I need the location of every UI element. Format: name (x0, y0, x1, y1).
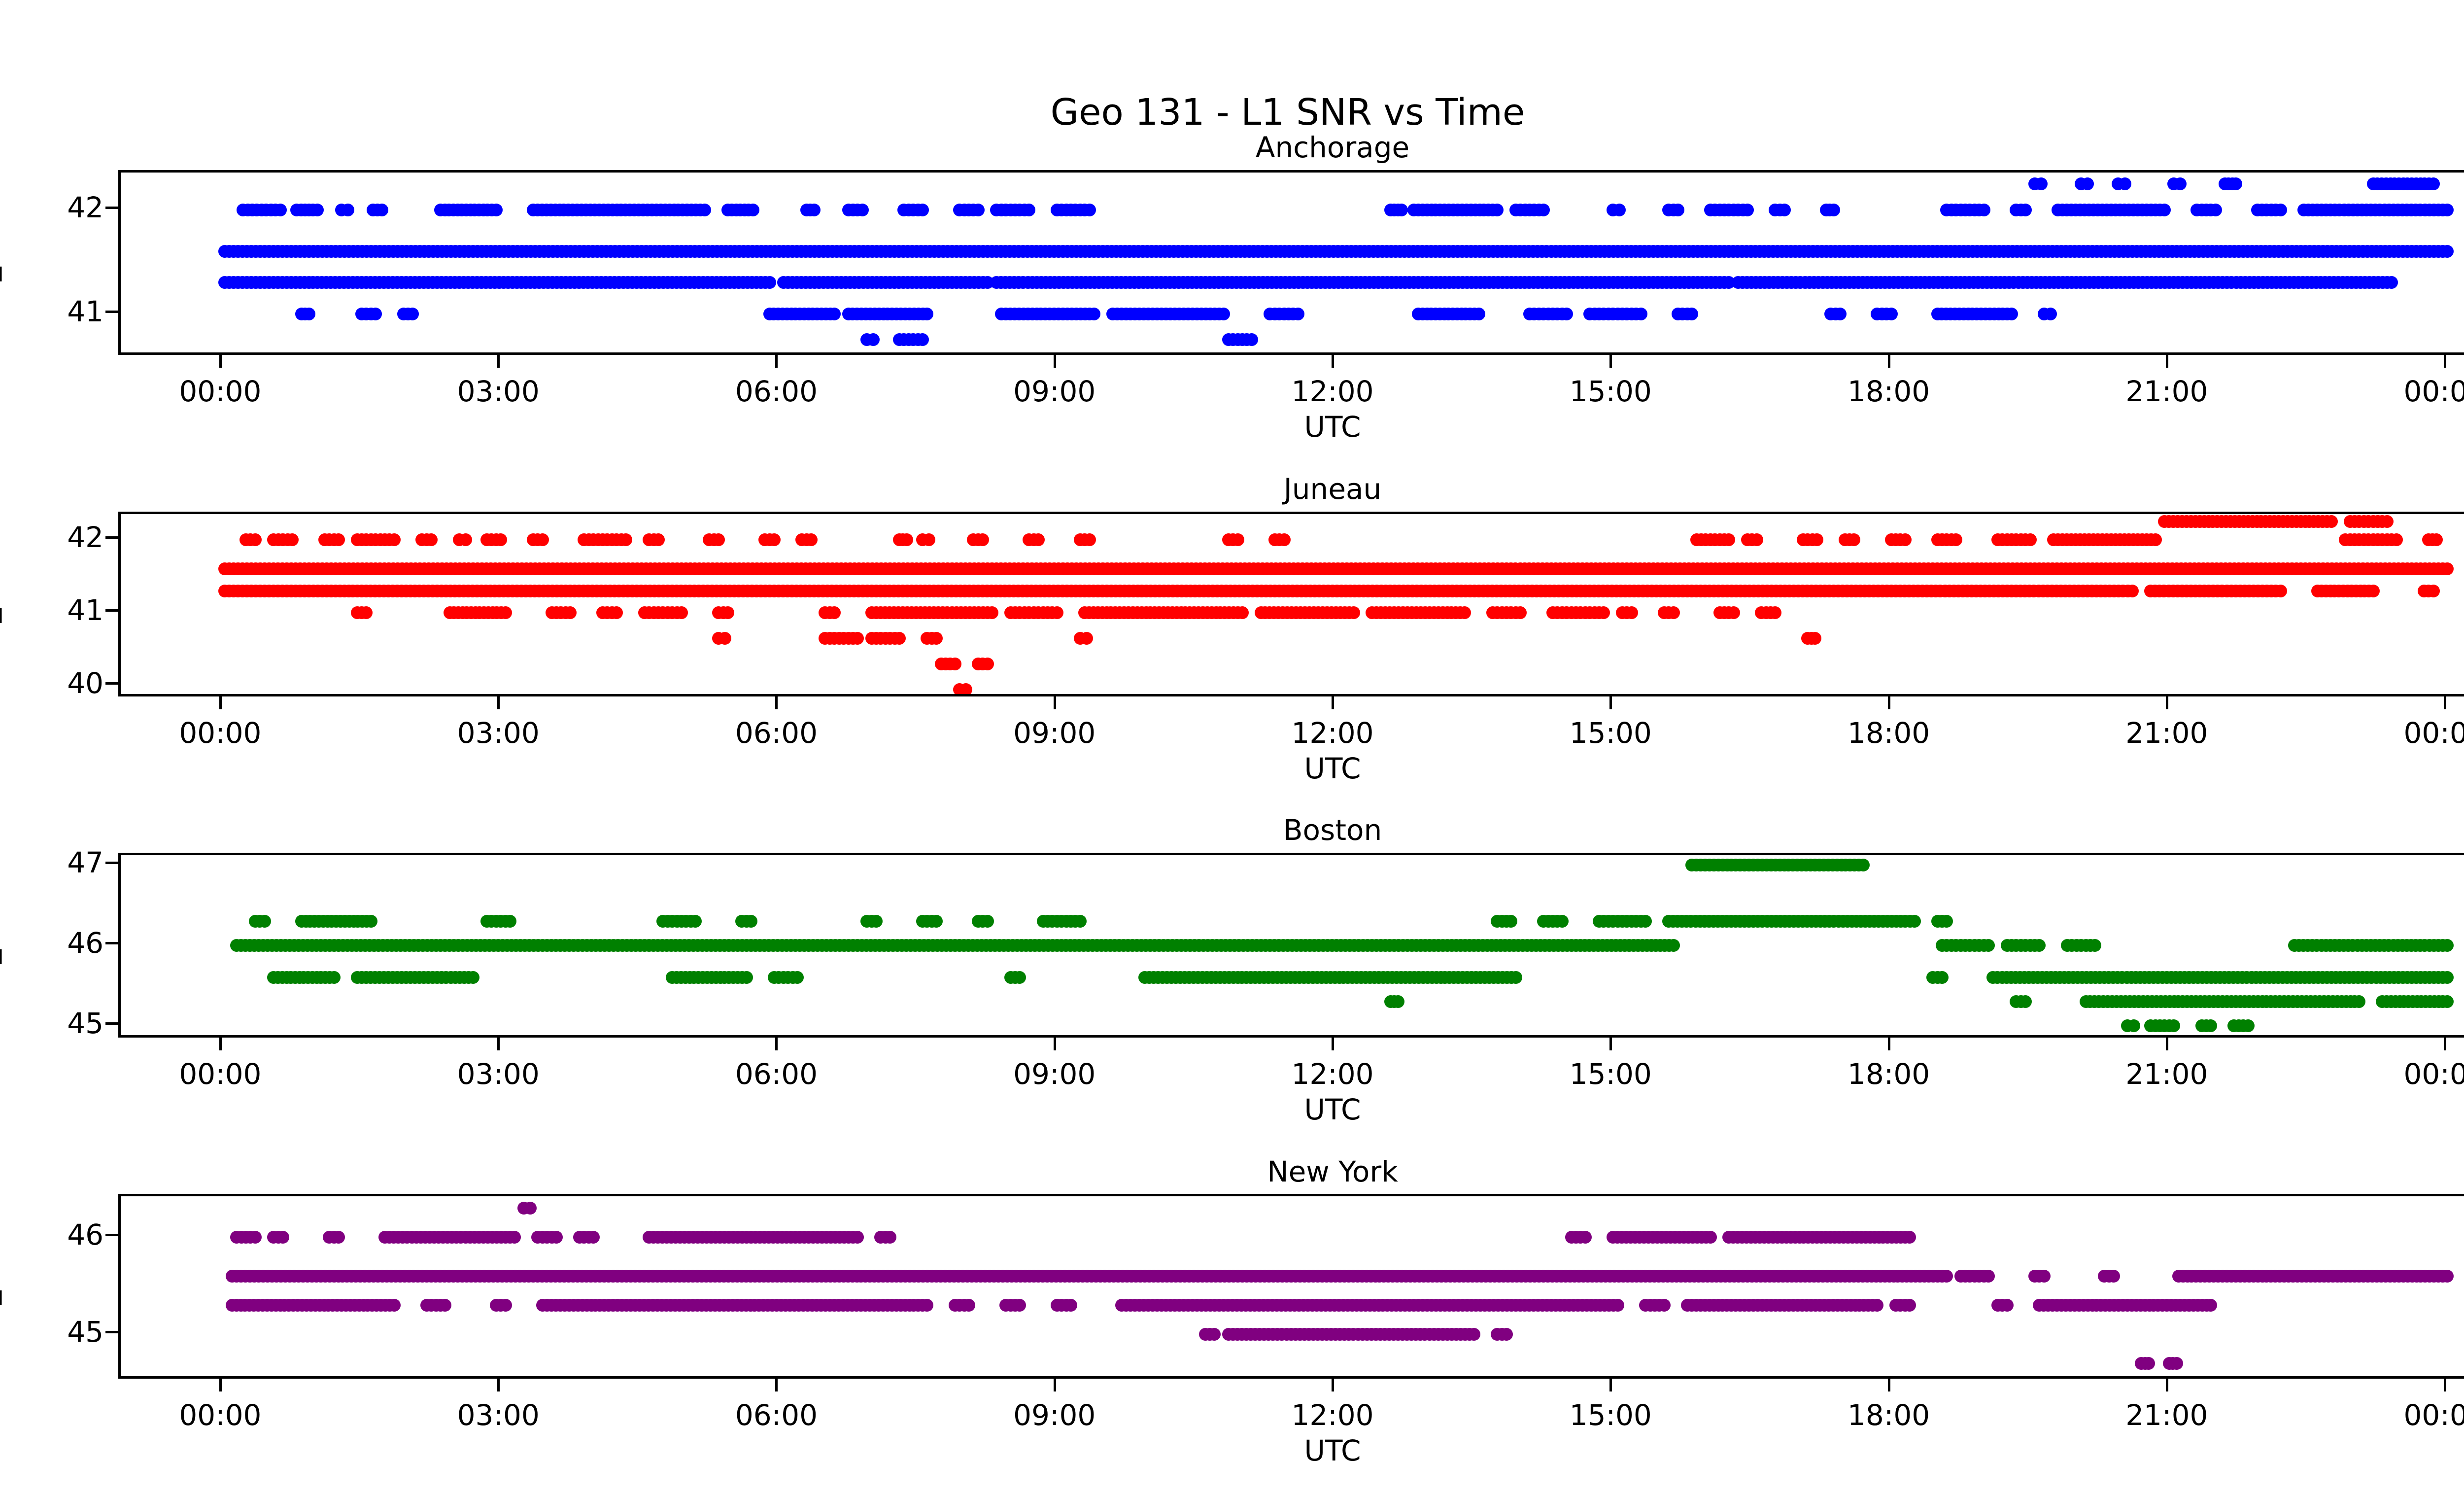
data-point (2209, 203, 2222, 216)
data-point (1023, 203, 1036, 216)
data-point (2229, 177, 2243, 191)
subplot-title: New York (1267, 1155, 1398, 1188)
x-axis-tick-mark (2444, 1379, 2447, 1391)
data-point (921, 1299, 934, 1312)
x-axis-label: UTC (1304, 1434, 1361, 1467)
data-point (376, 203, 389, 216)
data-point (1741, 203, 1754, 216)
x-axis-tick-label: 06:00 (735, 1398, 818, 1432)
x-axis-tick-mark (1053, 1379, 1056, 1391)
x-axis-tick-label: 00:00 (2403, 1398, 2464, 1432)
data-point (550, 1230, 563, 1244)
data-point (1903, 1230, 1916, 1244)
data-point (884, 1230, 897, 1244)
data-point (1537, 203, 1550, 216)
data-point (274, 203, 287, 216)
data-point (1083, 203, 1096, 216)
data-point (2107, 1269, 2120, 1283)
figure-title-line-1: Geo 131 - L1 SNR vs Time (1050, 91, 1525, 134)
data-point (1827, 203, 1840, 216)
data-point (310, 203, 324, 216)
data-point (1903, 1299, 1916, 1312)
data-point (2035, 177, 2048, 191)
data-point (1704, 1230, 1717, 1244)
y-axis-label: l1_snr (0, 1246, 2, 1331)
data-point (2142, 1357, 2156, 1370)
x-axis-tick-label: 21:00 (2125, 1398, 2208, 1432)
x-axis-tick-label: 18:00 (1847, 1398, 1930, 1432)
data-point (698, 203, 711, 216)
data-point (1578, 1230, 1592, 1244)
data-point (489, 203, 503, 216)
y-axis-tick-label: 46 (67, 1217, 103, 1252)
data-point (2204, 1299, 2218, 1312)
data-point (1657, 1299, 1671, 1312)
y-axis-tick-label: 45 (67, 1315, 103, 1349)
x-axis-tick-mark (2165, 1379, 2168, 1391)
data-point (2118, 177, 2131, 191)
data-point (2170, 1357, 2183, 1370)
data-point (2081, 177, 2094, 191)
data-point (1064, 1299, 1077, 1312)
x-axis-tick-label: 15:00 (1569, 1398, 1652, 1432)
data-point (2427, 177, 2440, 191)
data-point (508, 1230, 521, 1244)
x-axis-tick-mark (1887, 1379, 1890, 1391)
x-axis-tick-mark (1332, 1379, 1334, 1391)
data-point (341, 203, 354, 216)
data-point (1611, 1299, 1624, 1312)
data-point (499, 1299, 512, 1312)
x-axis-tick-mark (1609, 1379, 1612, 1391)
subplot-title: Anchorage (1255, 131, 1410, 164)
data-point (1468, 1328, 1481, 1341)
x-axis-tick-label: 03:00 (457, 1398, 540, 1432)
data-point (439, 1299, 452, 1312)
data-point (1940, 1269, 1953, 1283)
data-point (1613, 203, 1626, 216)
y-axis-tick-mark (105, 1233, 118, 1236)
data-point (2158, 203, 2171, 216)
data-point (1982, 1269, 1995, 1283)
x-axis-tick-label: 09:00 (1013, 1398, 1096, 1432)
x-axis-tick-label: 00:00 (179, 1398, 262, 1432)
y-axis-tick-mark (105, 1331, 118, 1334)
x-axis-tick-mark (775, 1379, 778, 1391)
data-point (276, 1230, 290, 1244)
data-point (1395, 203, 1408, 216)
data-point (248, 1230, 262, 1244)
data-point (2037, 1269, 2051, 1283)
data-point (1013, 1299, 1027, 1312)
data-point (916, 203, 929, 216)
data-point (2000, 1299, 2014, 1312)
data-point (746, 203, 759, 216)
data-point (807, 203, 821, 216)
data-point (2174, 177, 2187, 191)
data-point (587, 1230, 600, 1244)
data-point (1671, 203, 1684, 216)
data-point (1871, 1299, 1884, 1312)
data-point (856, 203, 869, 216)
data-point (2441, 1269, 2454, 1283)
data-point (1778, 203, 1791, 216)
plot-area (118, 170, 2464, 355)
data-point (962, 1299, 976, 1312)
data-point (851, 1230, 864, 1244)
data-point (524, 1201, 537, 1215)
data-point (2019, 203, 2032, 216)
data-point (1977, 203, 1990, 216)
data-point (971, 203, 985, 216)
plot-area (118, 1194, 2464, 1379)
data-point (1208, 1328, 1221, 1341)
data-point (1491, 203, 1504, 216)
x-axis-tick-mark (497, 1379, 500, 1391)
data-point (332, 1230, 345, 1244)
data-point (387, 1299, 401, 1312)
x-axis-tick-mark (219, 1379, 222, 1391)
x-axis-tick-label: 12:00 (1291, 1398, 1374, 1432)
data-point (1500, 1328, 1513, 1341)
